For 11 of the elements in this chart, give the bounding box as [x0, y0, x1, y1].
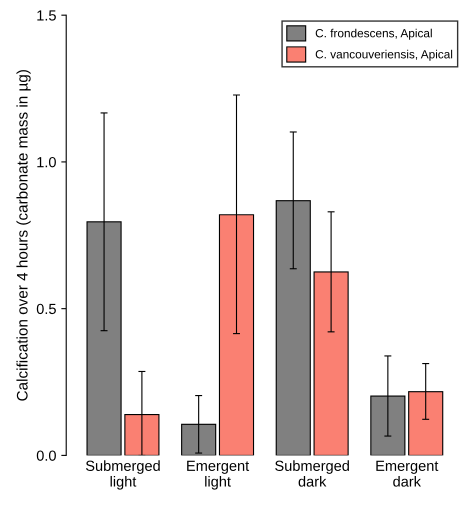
y-tick-label: 0.0	[36, 450, 56, 461]
y-axis-title: Calcification over 4 hours (carbonate mass in µg)	[16, 70, 31, 401]
y-tick-label: 1.5	[37, 10, 56, 21]
y-tick-label: 0.5	[36, 304, 56, 314]
x-tick-label: Emergent dark	[376, 460, 438, 487]
y-tick-label: 1.0	[37, 157, 56, 168]
x-tick-label: Emergent light	[187, 460, 250, 490]
legend-label: C. vancouveriensis, Apical	[316, 50, 452, 61]
x-tick-label: Submerged dark	[275, 460, 349, 487]
x-tick-label: Submerged light	[86, 460, 160, 490]
legend-label: C. frondescens, Apical	[316, 28, 432, 40]
